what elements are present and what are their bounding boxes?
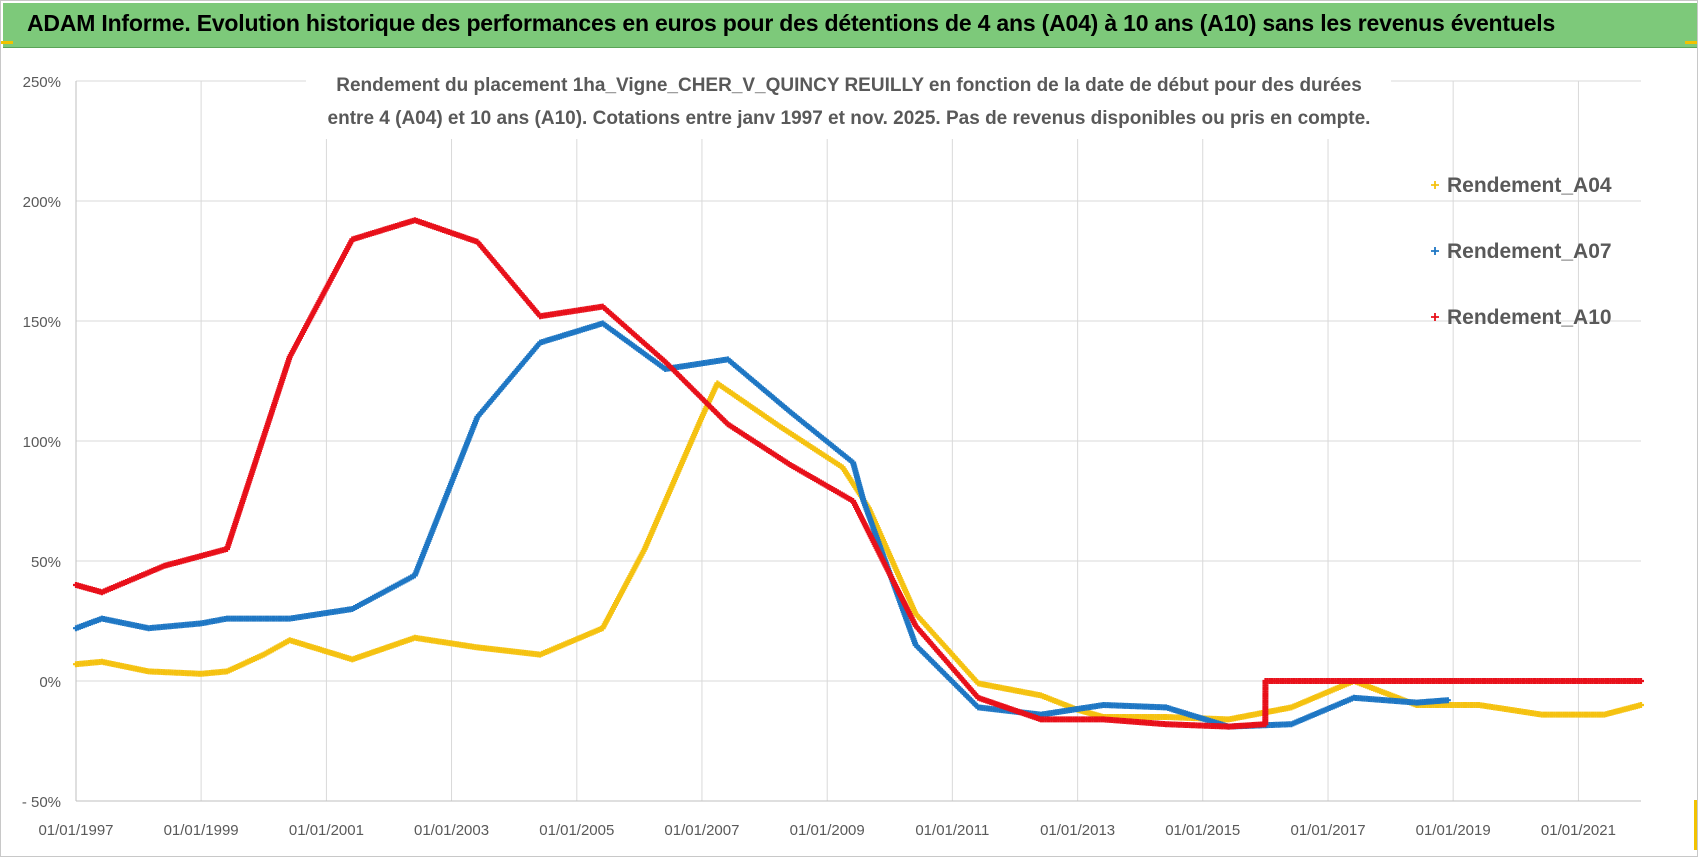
legend-box <box>1387 161 1632 331</box>
x-tick-label: 01/01/2009 <box>790 822 865 839</box>
x-tick-label: 01/01/2021 <box>1541 822 1616 839</box>
corner-mark-top-left <box>1 41 13 44</box>
chart-title-line-2: entre 4 (A04) et 10 ans (A10). Cotations… <box>328 108 1371 129</box>
series-rendement-a10 <box>73 217 1644 730</box>
y-tick-label: 0% <box>39 674 61 691</box>
y-tick-label: 200% <box>23 194 61 211</box>
corner-mark-top-right <box>1685 41 1697 44</box>
series-layer <box>73 217 1644 730</box>
corner-mark-bottom-right <box>1694 800 1697 850</box>
x-tick-label: 01/01/2011 <box>915 822 989 839</box>
y-tick-label: 250% <box>23 74 61 91</box>
x-tick-label: 01/01/2013 <box>1040 822 1115 839</box>
report-title: ADAM Informe. Evolution historique des p… <box>27 10 1556 36</box>
x-tick-label: 01/01/2005 <box>539 822 614 839</box>
y-tick-label: 100% <box>23 434 61 451</box>
x-tick-label: 01/01/1999 <box>164 822 239 839</box>
x-tick-label: 01/01/2003 <box>414 822 489 839</box>
legend-label: Rendement_A04 <box>1447 174 1612 197</box>
y-tick-label: - 50% <box>22 794 61 811</box>
x-tick-label: 01/01/1997 <box>38 822 113 839</box>
axis-labels: - 50% 0% 50% 100% 150% 200% 250% 01/01/1997 01/0… <box>22 74 1616 839</box>
x-tick-label: 01/01/2017 <box>1290 822 1365 839</box>
chart-title-line-1: Rendement du placement 1ha_Vigne_CHER_V_… <box>336 75 1362 96</box>
data-point <box>1444 697 1451 704</box>
legend-marker <box>1431 181 1439 189</box>
x-tick-label: 01/01/2015 <box>1165 822 1240 839</box>
legend-marker <box>1431 313 1439 321</box>
series-rendement-a04 <box>73 380 1644 723</box>
legend-label: Rendement_A10 <box>1447 306 1612 329</box>
report-banner: ADAM Informe. Evolution historique des p… <box>3 3 1697 48</box>
x-tick-label: 01/01/2001 <box>289 822 364 839</box>
data-point <box>1638 678 1644 684</box>
y-tick-label: 150% <box>23 314 61 331</box>
x-tick-label: 01/01/2007 <box>664 822 739 839</box>
y-tick-label: 50% <box>31 554 61 571</box>
legend-marker <box>1431 247 1439 255</box>
chart-title-box <box>306 63 1391 139</box>
x-tick-label: 01/01/2019 <box>1416 822 1491 839</box>
legend: Rendement_A04 Rendement_A07 Rendement_A10 <box>1431 174 1612 329</box>
grid-lines <box>75 80 1641 802</box>
legend-label: Rendement_A07 <box>1447 240 1612 263</box>
data-point <box>1638 702 1644 708</box>
